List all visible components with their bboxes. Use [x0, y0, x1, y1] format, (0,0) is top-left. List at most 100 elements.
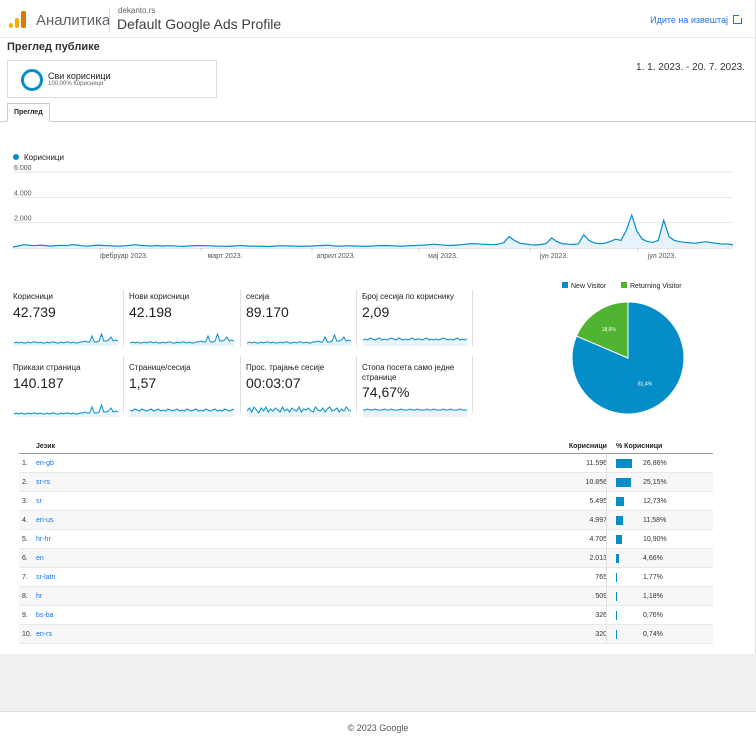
go-to-report-link[interactable]: Идите на извештај — [650, 13, 744, 25]
share-bar — [616, 497, 624, 506]
users-value: 765 — [595, 574, 607, 581]
metric-value: 42.198 — [129, 304, 172, 320]
app-name: Аналитика — [36, 12, 111, 29]
language-link[interactable]: sr — [36, 498, 42, 505]
x-tick-label: јул 2023. — [647, 253, 677, 260]
language-link[interactable]: sr-rs — [36, 479, 50, 486]
metric-value: 42.739 — [13, 304, 56, 320]
table-row: 3. sr 5.495 12,73% — [19, 492, 713, 511]
row-index: 10. — [22, 631, 32, 638]
users-value: 5.495 — [589, 498, 607, 505]
metric-tile[interactable]: Број сесија по кориснику 2,09 — [362, 292, 474, 348]
column-language[interactable]: Језик — [36, 443, 56, 450]
metric-divider — [356, 356, 357, 413]
users-value: 4.997 — [589, 517, 607, 524]
y-tick-label: 2.000 — [14, 216, 32, 223]
row-index: 1. — [22, 460, 28, 467]
cell-divider — [606, 606, 607, 624]
metric-value: 1,57 — [129, 375, 157, 391]
cell-divider — [606, 492, 607, 510]
pie-legend-returning-label: Returning Visitor — [630, 283, 682, 290]
language-link[interactable]: en-gb — [36, 460, 54, 467]
users-value: 326 — [595, 612, 607, 619]
row-index: 7. — [22, 574, 28, 581]
pie-slice-label: 18,6% — [602, 327, 617, 333]
metric-tile[interactable]: Прос. трајање сесије 00:03:07 — [246, 363, 358, 419]
pie-legend-returning: Returning Visitor — [621, 282, 682, 290]
share-bar — [616, 535, 623, 544]
metric-tile[interactable]: Корисници 42.739 — [13, 292, 125, 348]
metric-tile[interactable]: сесија 89.170 — [246, 292, 358, 348]
language-link[interactable]: bs-ba — [36, 612, 54, 619]
table-row: 8. hr 509 1,18% — [19, 587, 713, 606]
metric-sparkline — [14, 403, 118, 417]
metric-divider — [240, 356, 241, 413]
header-divider — [109, 8, 110, 32]
segment-share: 100,00% Корисници — [48, 81, 104, 87]
metric-value: 2,09 — [362, 304, 390, 320]
metric-tile[interactable]: Странице/сесија 1,57 — [129, 363, 241, 419]
language-link[interactable]: en-rs — [36, 631, 52, 638]
table-row: 9. bs-ba 326 0,76% — [19, 606, 713, 625]
language-link[interactable]: sr-latn — [36, 574, 56, 581]
share-bar — [616, 554, 619, 563]
metric-label: Број сесија по кориснику — [362, 292, 454, 301]
metric-divider — [123, 290, 124, 347]
table-row: 2. sr-rs 10.856 25,15% — [19, 473, 713, 492]
metric-label: Странице/сесија — [129, 363, 191, 372]
users-line-chart[interactable]: 2.000 4.000 6.000 фебруар 2023. март 2023. ап… — [0, 160, 756, 265]
metric-tile[interactable]: Стопа посета само једне странице 74,67% — [362, 363, 474, 419]
legend-swatch-icon — [621, 282, 627, 288]
metric-tile[interactable]: Прикази страница 140.187 — [13, 363, 125, 419]
column-users-share[interactable]: % Корисници — [616, 443, 663, 450]
legend-swatch-icon — [562, 282, 568, 288]
metric-label: Прикази страница — [13, 363, 81, 372]
account-name[interactable]: dekanto.rs — [118, 6, 156, 15]
share-bar — [616, 516, 623, 525]
go-to-report-label: Идите на извештај — [650, 15, 728, 25]
row-index: 6. — [22, 555, 28, 562]
tab-overview[interactable]: Преглед — [7, 103, 50, 122]
segment-name: Сви корисници — [48, 71, 111, 81]
share-bar — [616, 478, 631, 487]
share-bar — [616, 459, 632, 468]
metric-divider — [123, 356, 124, 413]
analytics-logo-icon — [9, 11, 27, 28]
date-range-picker[interactable]: 1. 1. 2023. - 20. 7. 2023. — [636, 62, 745, 73]
column-users[interactable]: Корисници — [568, 443, 607, 450]
metric-value: 89.170 — [246, 304, 289, 320]
language-link[interactable]: hr — [36, 593, 43, 600]
metric-tile[interactable]: Нови корисници 42.198 — [129, 292, 241, 348]
series-area — [13, 215, 733, 248]
y-tick-label: 4.000 — [14, 190, 32, 197]
share-bar — [616, 630, 617, 639]
cell-divider — [606, 625, 607, 643]
legend-dot-icon — [13, 154, 19, 160]
x-tick-label: мај 2023. — [428, 253, 458, 260]
footer: © 2023 Google — [0, 711, 756, 747]
metric-label: Корисници — [13, 292, 53, 301]
cell-divider — [606, 549, 607, 567]
language-link[interactable]: hr-hr — [36, 536, 51, 543]
metric-value: 140.187 — [13, 375, 64, 391]
pie-slice[interactable] — [575, 301, 629, 359]
metric-divider — [240, 290, 241, 347]
segment-card[interactable]: Сви корисници 100,00% Корисници — [7, 60, 217, 98]
y-tick-label: 6.000 — [14, 165, 32, 172]
share-value: 4,66% — [643, 555, 663, 562]
metric-label: Стопа посета само једне странице — [362, 363, 455, 382]
property-selector[interactable]: Default Google Ads Profile — [117, 16, 282, 32]
language-link[interactable]: en — [36, 555, 44, 562]
row-index: 8. — [22, 593, 28, 600]
language-link[interactable]: en-us — [36, 517, 54, 524]
x-tick-label: април 2023. — [316, 253, 355, 260]
row-index: 2. — [22, 479, 28, 486]
share-bar — [616, 611, 617, 620]
chart-legend[interactable]: Корисници — [13, 153, 64, 162]
share-value: 12,73% — [643, 498, 667, 505]
visitor-type-pie-chart[interactable]: 81,4% 18,6% — [566, 296, 690, 420]
metric-label: Нови корисници — [129, 292, 190, 301]
cell-divider — [606, 568, 607, 586]
external-link-icon — [733, 13, 744, 24]
cell-divider — [606, 587, 607, 605]
